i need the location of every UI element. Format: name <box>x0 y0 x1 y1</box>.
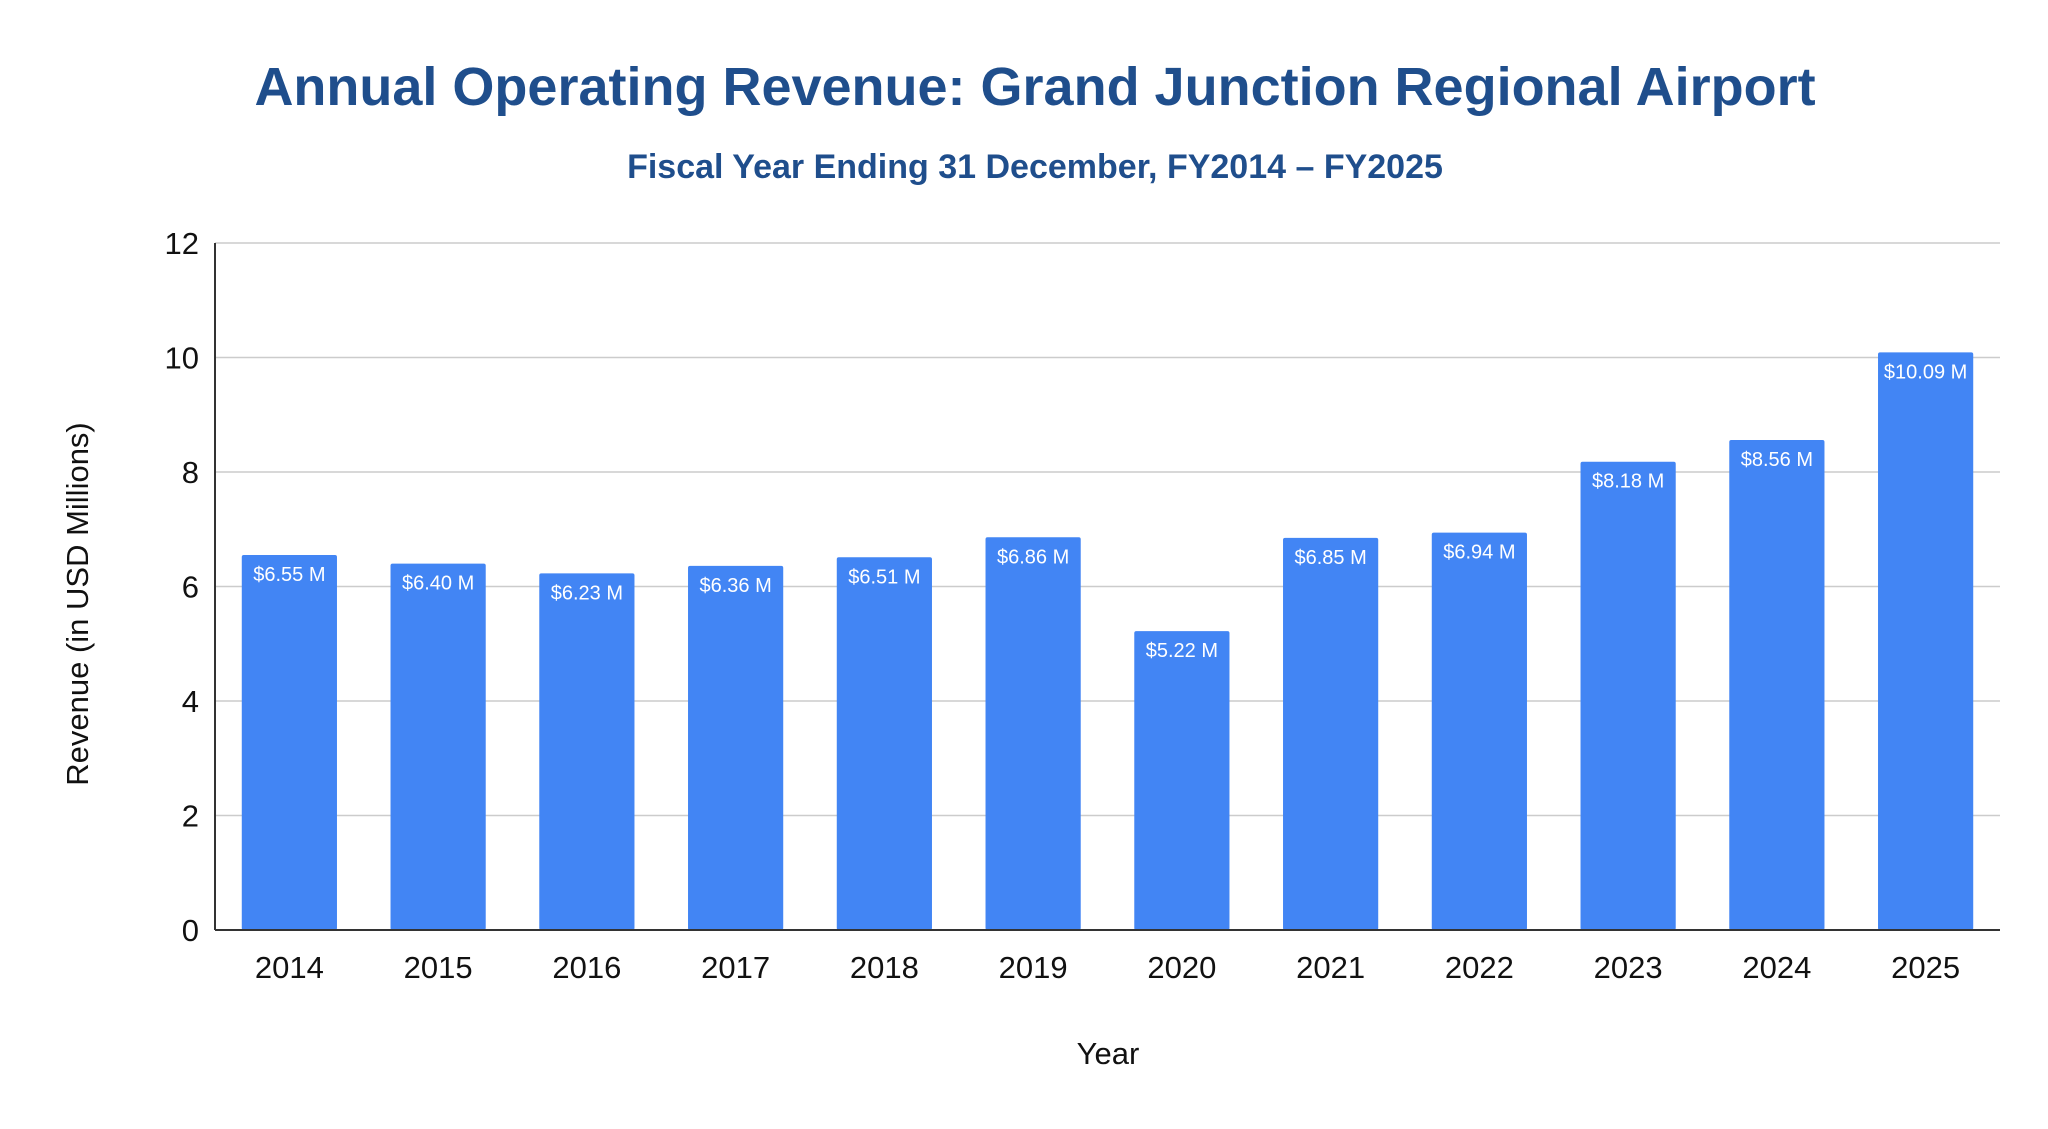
x-axis-label: Year <box>1077 1036 1140 1071</box>
x-tick-label: 2015 <box>404 950 473 985</box>
y-tick-label: 2 <box>182 799 199 834</box>
y-tick-label: 10 <box>165 341 199 376</box>
y-tick-label: 6 <box>182 570 199 605</box>
bar <box>1580 461 1676 930</box>
x-tick-label: 2017 <box>701 950 770 985</box>
bar <box>241 555 337 930</box>
bar <box>539 573 635 930</box>
bar-value-label: $10.09 M <box>1884 361 1967 383</box>
bar-value-label: $6.36 M <box>699 575 771 597</box>
x-tick-label: 2018 <box>850 950 919 985</box>
bar-value-label: $6.94 M <box>1443 542 1515 564</box>
x-tick-label: 2024 <box>1742 950 1811 985</box>
bar <box>1431 532 1527 930</box>
y-tick-label: 12 <box>165 226 199 261</box>
bar <box>1878 352 1974 930</box>
bar-value-label: $6.86 M <box>997 546 1069 568</box>
x-tick-label: 2014 <box>255 950 324 985</box>
bar <box>836 557 932 930</box>
bar-value-label: $5.22 M <box>1146 640 1218 662</box>
bar <box>1134 631 1230 930</box>
bar-value-label: $6.51 M <box>848 566 920 588</box>
bars: $6.55 M $6.40 M $6.23 M $6.36 M $6.51 M $6.86… <box>241 352 1974 930</box>
bar <box>985 537 1081 930</box>
y-tick-label: 8 <box>182 455 199 490</box>
bar <box>1729 439 1825 930</box>
y-axis-label: Revenue (in USD Millions) <box>60 422 95 786</box>
y-tick-label: 0 <box>182 913 199 948</box>
bar <box>390 563 486 930</box>
bar-value-label: $6.55 M <box>253 564 325 586</box>
y-tick-label: 4 <box>182 684 199 719</box>
gridlines <box>215 242 2000 817</box>
chart-title: Annual Operating Revenue: Grand Junction… <box>254 57 1815 117</box>
x-tick-label: 2019 <box>999 950 1068 985</box>
bar-value-label: $6.85 M <box>1294 547 1366 569</box>
chart-subtitle: Fiscal Year Ending 31 December, FY2014 –… <box>627 148 1443 186</box>
bar-value-label: $8.18 M <box>1592 471 1664 493</box>
bar <box>1283 537 1379 930</box>
bar <box>688 565 784 930</box>
x-tick-label: 2023 <box>1594 950 1663 985</box>
x-tick-label: 2025 <box>1891 950 1960 985</box>
x-tick-label: 2021 <box>1296 950 1365 985</box>
x-tick-label: 2022 <box>1445 950 1514 985</box>
bar-value-label: $6.40 M <box>402 573 474 595</box>
bar-value-label: $6.23 M <box>551 582 623 604</box>
x-tick-label: 2016 <box>552 950 621 985</box>
bar-value-label: $8.56 M <box>1741 449 1813 471</box>
x-tick-label: 2020 <box>1147 950 1216 985</box>
axes: 0 2 4 6 8 10 12 2014 2015 2016 2017 2018 2019 2020 202… <box>165 226 2000 985</box>
